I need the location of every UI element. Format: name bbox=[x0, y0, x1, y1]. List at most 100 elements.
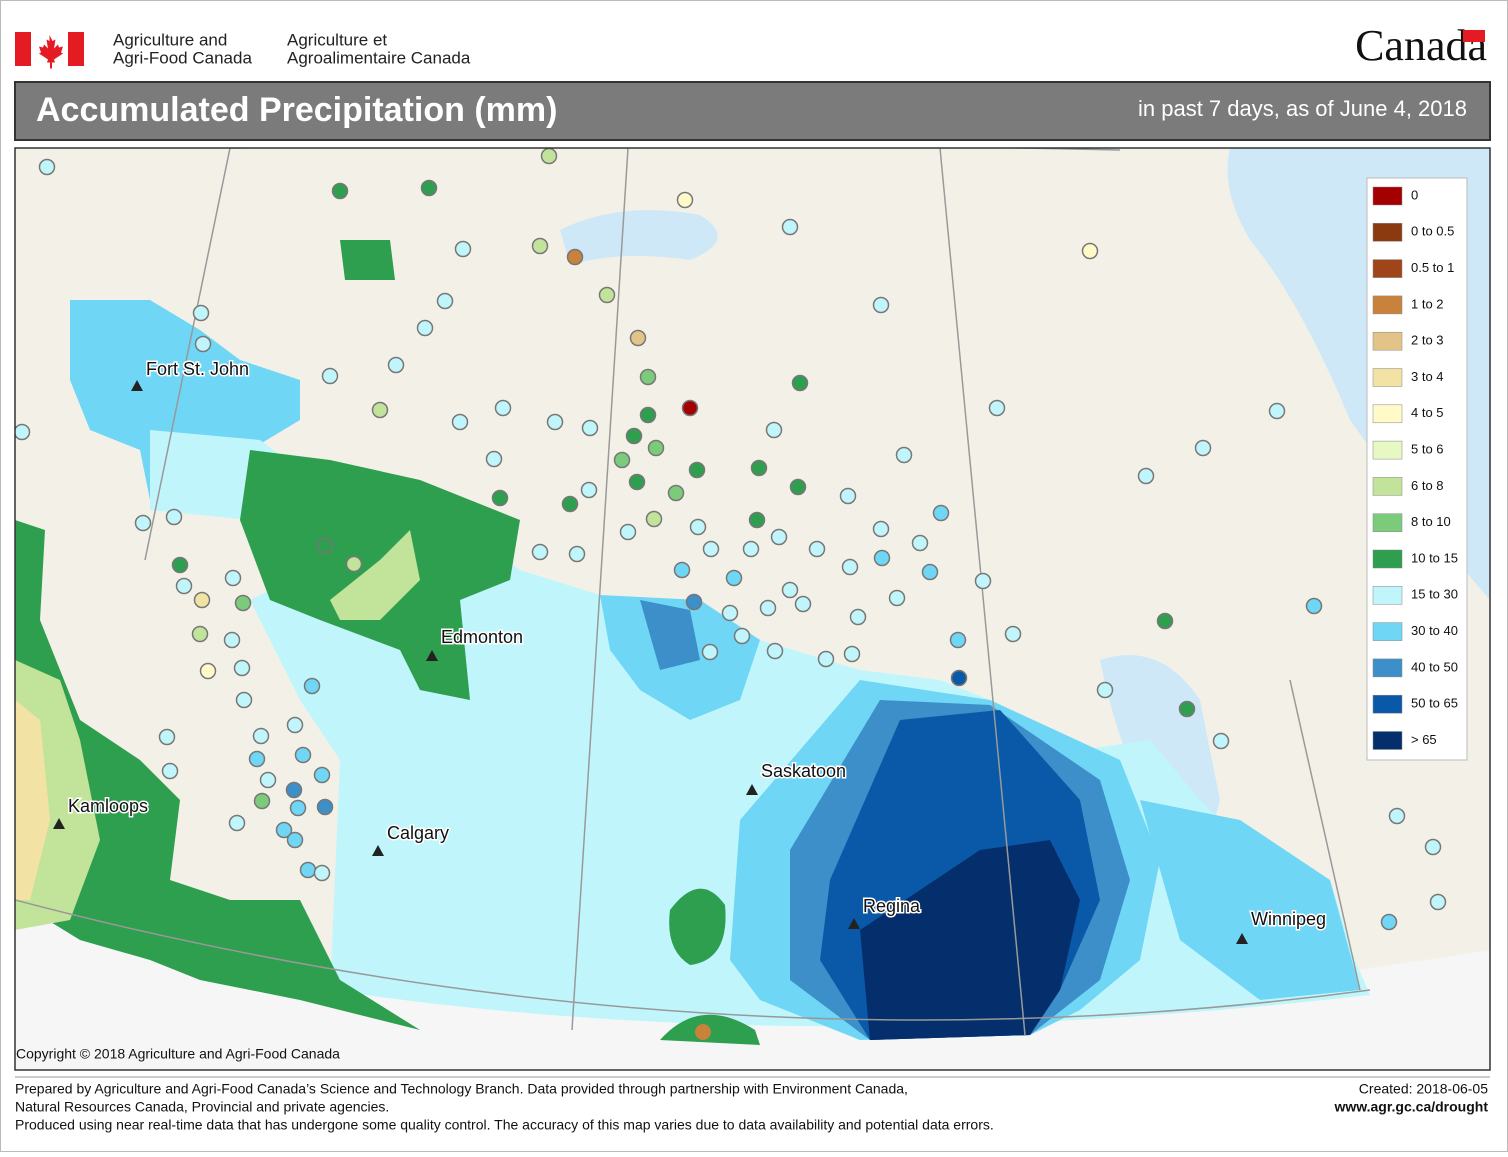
legend-label: 0.5 to 1 bbox=[1411, 260, 1454, 275]
station bbox=[1004, 625, 1022, 643]
station bbox=[639, 406, 657, 424]
legend-label: 40 to 50 bbox=[1411, 659, 1458, 674]
flag-bar bbox=[15, 32, 31, 66]
legend-swatch bbox=[1372, 513, 1403, 532]
station bbox=[581, 419, 599, 437]
legend-swatch bbox=[1372, 223, 1403, 242]
station bbox=[949, 631, 967, 649]
station bbox=[817, 650, 835, 668]
station bbox=[759, 599, 777, 617]
station bbox=[171, 556, 189, 574]
legend-swatch bbox=[1372, 549, 1403, 569]
station bbox=[235, 691, 253, 709]
flag-bar bbox=[68, 32, 84, 66]
station bbox=[1380, 913, 1398, 931]
station bbox=[199, 662, 217, 680]
station bbox=[1429, 893, 1447, 911]
station bbox=[791, 374, 809, 392]
station bbox=[294, 746, 312, 764]
station bbox=[667, 484, 685, 502]
station bbox=[451, 413, 469, 431]
legend-label: 1 to 2 bbox=[1411, 296, 1444, 311]
lake-athabasca bbox=[560, 210, 718, 265]
station bbox=[647, 439, 665, 457]
station bbox=[781, 581, 799, 599]
city-label: Calgary bbox=[387, 823, 449, 843]
station bbox=[1178, 700, 1196, 718]
station bbox=[561, 495, 579, 513]
station bbox=[702, 540, 720, 558]
footer-line: Natural Resources Canada, Provincial and… bbox=[15, 1099, 389, 1115]
map: Fort St. John Edmonton Kamloops Calgary Sask… bbox=[15, 148, 1490, 1070]
zone-3-4 bbox=[15, 700, 50, 900]
maple-leaf bbox=[39, 35, 63, 69]
city-marker bbox=[1236, 933, 1248, 944]
station bbox=[253, 792, 271, 810]
station bbox=[252, 727, 270, 745]
legend-label: 4 to 5 bbox=[1411, 405, 1444, 420]
station bbox=[371, 401, 389, 419]
city-marker bbox=[53, 818, 65, 829]
city-marker bbox=[372, 845, 384, 856]
station bbox=[248, 750, 266, 768]
station bbox=[639, 368, 657, 386]
stations bbox=[15, 148, 1447, 931]
legend-swatch bbox=[1372, 186, 1403, 206]
legend-label: 3 to 4 bbox=[1411, 369, 1444, 384]
zone-10-15 bbox=[15, 520, 420, 1030]
copyright: Copyright © 2018 Agriculture and Agri-Fo… bbox=[16, 1046, 340, 1062]
station bbox=[316, 537, 334, 555]
station bbox=[895, 446, 913, 464]
city-marker bbox=[426, 650, 438, 661]
border-province bbox=[571, 148, 629, 1031]
legend-label: 50 to 65 bbox=[1411, 696, 1458, 711]
city-marker bbox=[848, 918, 860, 929]
legend-label: > 65 bbox=[1411, 732, 1437, 747]
station bbox=[331, 182, 349, 200]
city-label: Fort St. John bbox=[146, 359, 249, 379]
station bbox=[681, 399, 699, 417]
station bbox=[38, 158, 56, 176]
city-label: Edmonton bbox=[441, 627, 523, 647]
station bbox=[175, 577, 193, 595]
station bbox=[540, 148, 558, 165]
station bbox=[387, 356, 405, 374]
legend-label: 30 to 40 bbox=[1411, 623, 1458, 638]
station bbox=[313, 766, 331, 784]
zone-10-15 bbox=[340, 240, 395, 280]
legend-label: 0 to 0.5 bbox=[1411, 224, 1454, 239]
station bbox=[770, 528, 788, 546]
station bbox=[932, 504, 950, 522]
legend-label: 0 bbox=[1411, 187, 1418, 202]
legend-swatch bbox=[1372, 404, 1403, 424]
station bbox=[794, 595, 812, 613]
station bbox=[531, 237, 549, 255]
station bbox=[1424, 838, 1442, 856]
zone-6-8 bbox=[330, 530, 420, 620]
station bbox=[725, 569, 743, 587]
station bbox=[873, 549, 891, 567]
legend-swatch bbox=[1372, 694, 1403, 714]
station bbox=[613, 451, 631, 469]
wordmark-flag bbox=[1463, 30, 1485, 42]
station bbox=[1268, 402, 1286, 420]
station bbox=[192, 304, 210, 322]
station bbox=[1194, 439, 1212, 457]
station bbox=[568, 545, 586, 563]
station bbox=[134, 514, 152, 532]
city-label: Regina bbox=[863, 896, 921, 916]
legend-swatch bbox=[1372, 295, 1403, 315]
station bbox=[485, 450, 503, 468]
border-province bbox=[144, 148, 231, 561]
legend-swatch bbox=[1372, 331, 1403, 351]
station bbox=[766, 642, 784, 660]
station bbox=[676, 191, 694, 209]
station bbox=[750, 459, 768, 477]
title-bar bbox=[14, 81, 1491, 141]
station bbox=[721, 604, 739, 622]
station bbox=[685, 593, 703, 611]
department-en: Agriculture and bbox=[113, 30, 227, 49]
legend-swatch bbox=[1372, 440, 1403, 460]
department-fr: Agriculture et bbox=[287, 30, 387, 49]
